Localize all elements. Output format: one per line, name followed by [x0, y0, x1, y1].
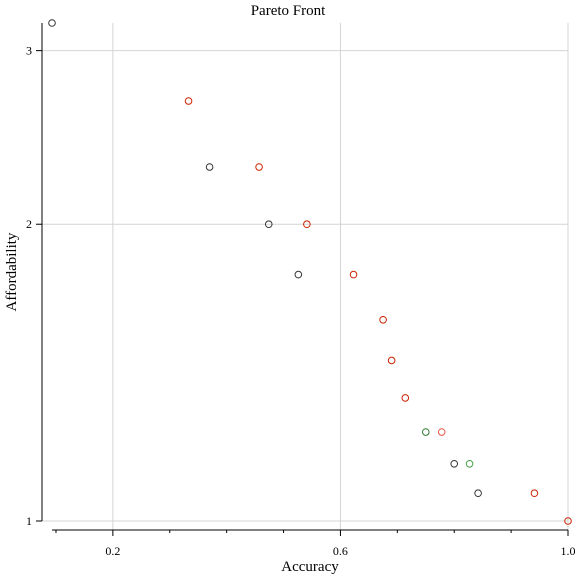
grid-layer	[42, 23, 569, 530]
data-point	[349, 270, 358, 279]
x-tick-label: 1.0	[561, 544, 576, 558]
data-point	[474, 489, 482, 498]
y-tick-label: 3	[26, 44, 32, 58]
data-point	[379, 315, 387, 324]
x-axis-label: Accuracy	[281, 559, 339, 575]
tick-layer: 0.2 0.6 1.0 1 2 3	[26, 44, 576, 558]
chart-title: Pareto Front	[251, 3, 326, 19]
x-tick-label: 0.6	[333, 544, 348, 558]
y-tick-label: 2	[26, 217, 32, 231]
data-point	[465, 459, 474, 468]
x-tick-label: 0.2	[105, 544, 120, 558]
data-point	[303, 220, 311, 229]
data-point	[450, 459, 459, 468]
data-point	[387, 356, 396, 365]
data-point	[421, 428, 430, 436]
data-point	[184, 97, 193, 105]
data-point	[48, 19, 56, 27]
data-point	[564, 517, 572, 525]
data-point	[437, 428, 446, 436]
point-layer	[48, 19, 572, 525]
data-point	[530, 489, 539, 498]
y-axis-label: Affordability	[4, 232, 20, 311]
y-tick-label: 1	[26, 514, 32, 528]
data-point	[401, 394, 410, 402]
data-point	[294, 270, 303, 279]
axis-layer	[41, 23, 568, 531]
data-point	[255, 163, 263, 171]
data-point	[264, 220, 273, 229]
data-point	[205, 163, 214, 171]
